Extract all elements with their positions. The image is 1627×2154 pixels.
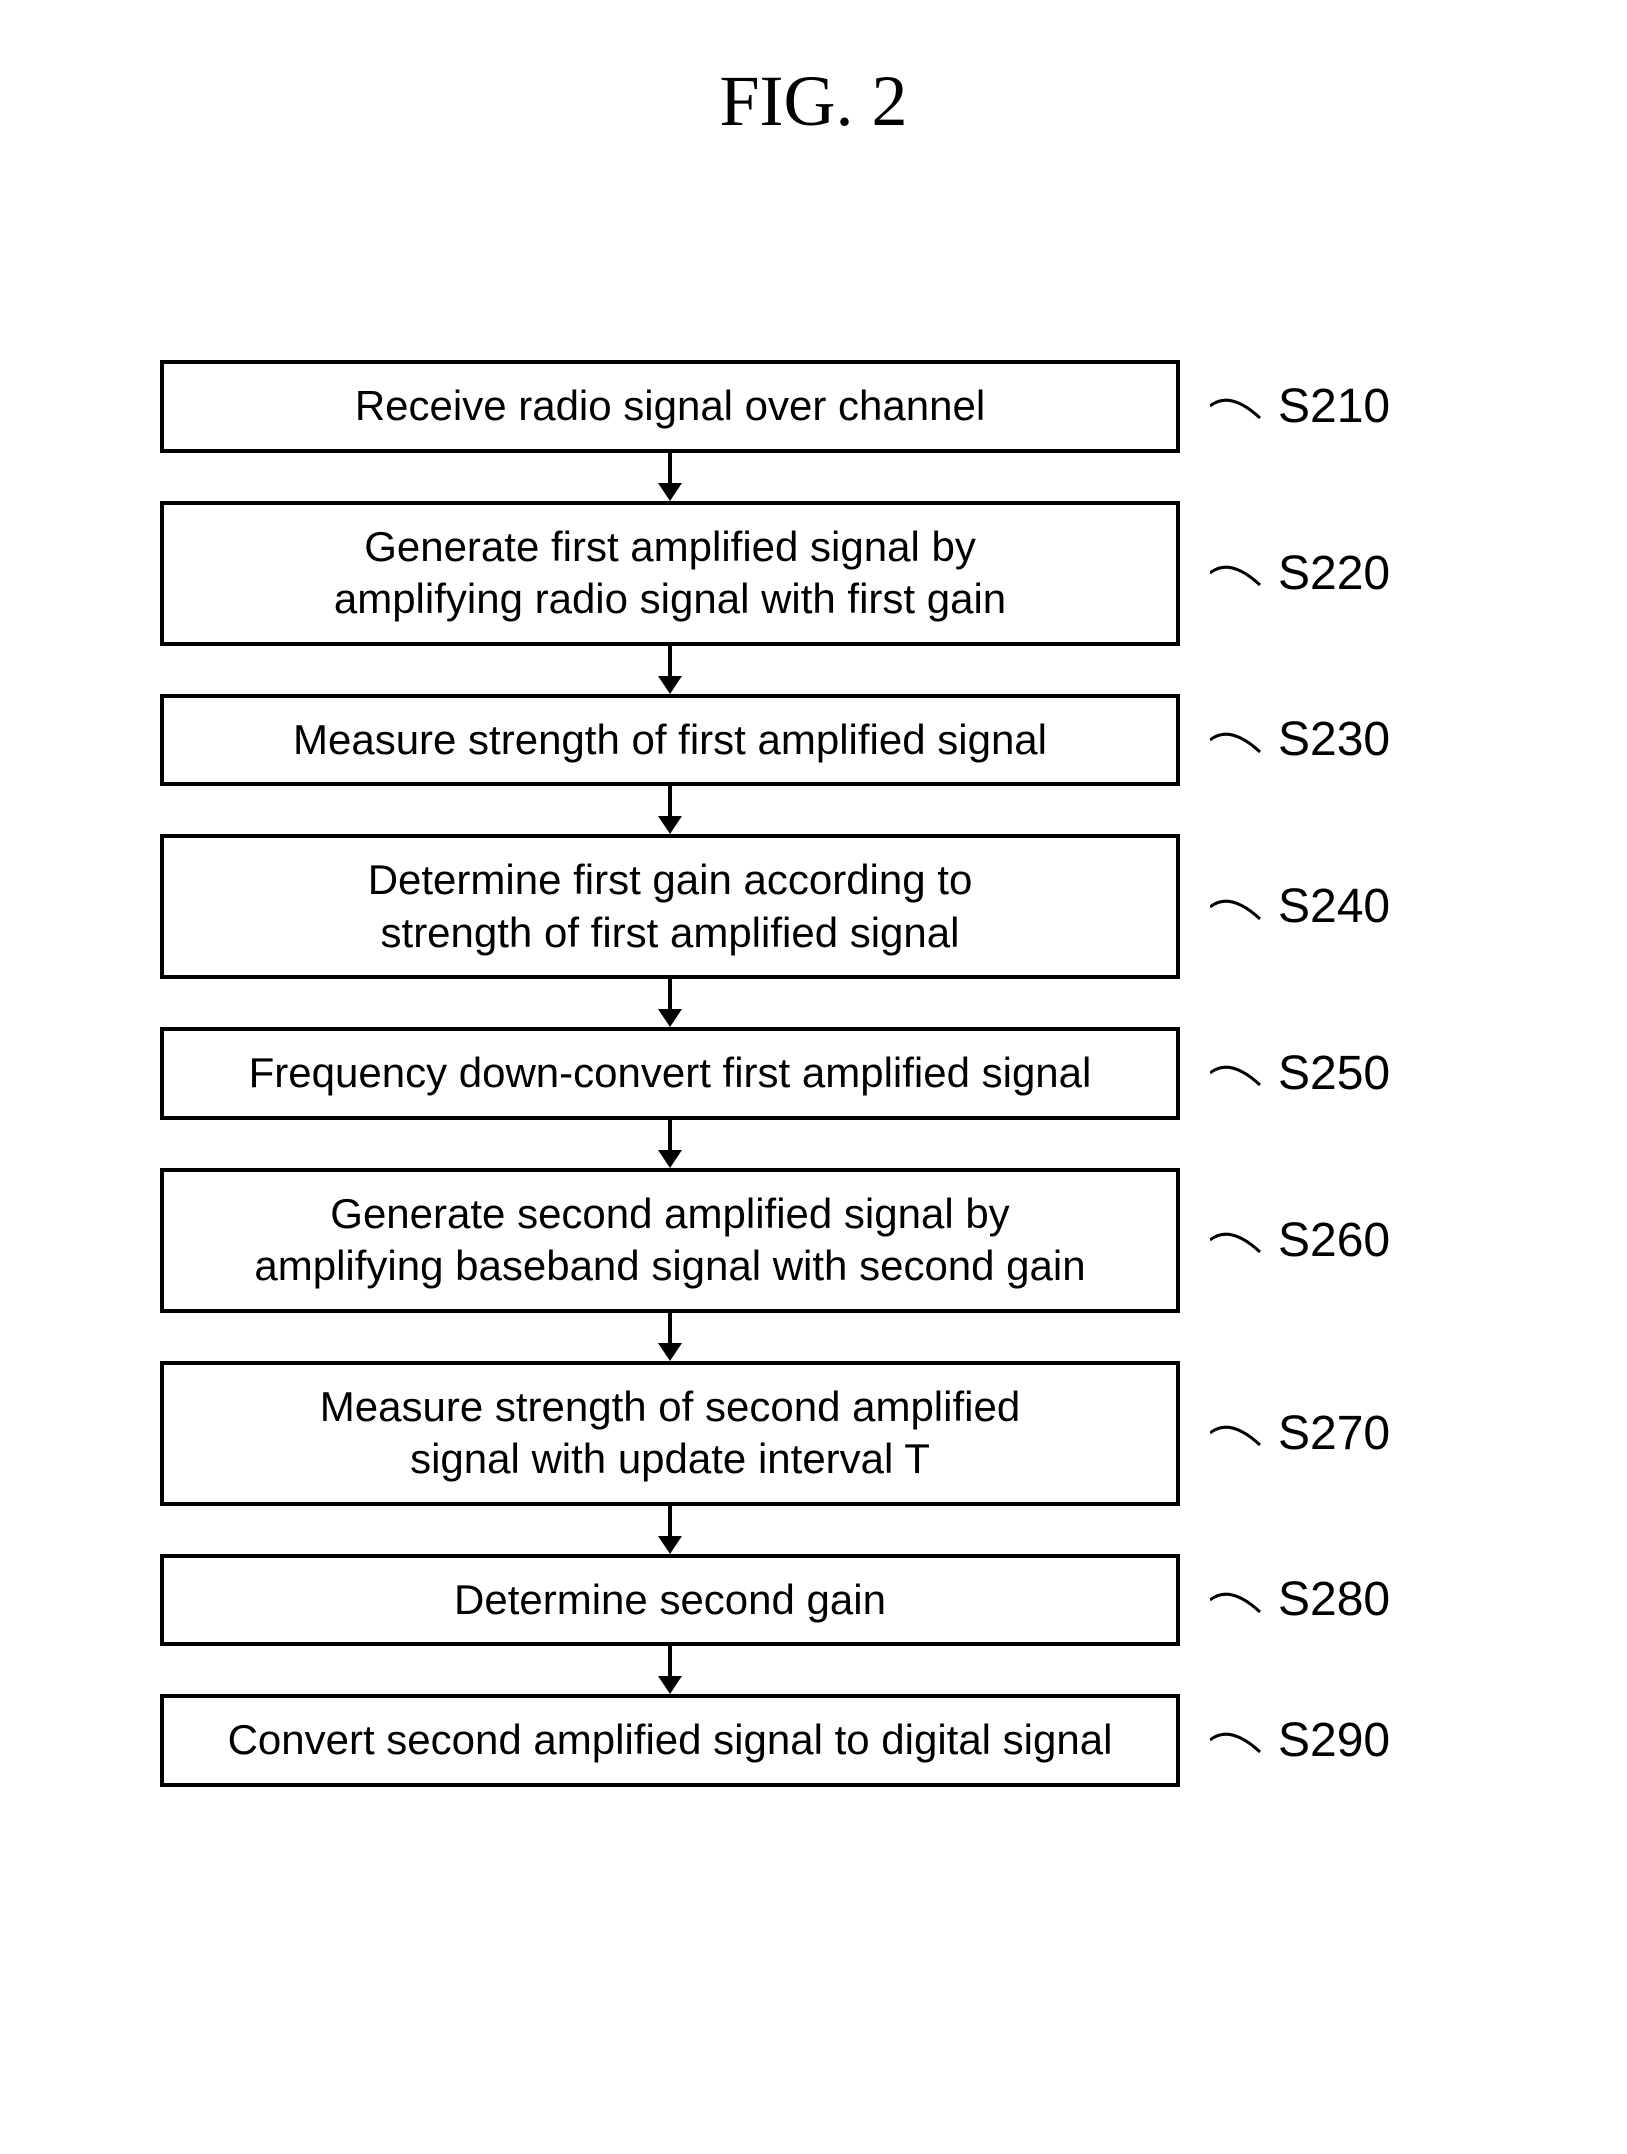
leader-curve-icon xyxy=(1210,1720,1270,1760)
flow-step-label-wrap: S210 xyxy=(1210,379,1390,434)
flow-step-text: Generate first amplified signal byamplif… xyxy=(334,521,1006,626)
flow-arrow xyxy=(160,1506,1180,1554)
flow-step-label-wrap: S250 xyxy=(1210,1046,1390,1101)
flow-step-s280: Determine second gain S280 xyxy=(160,1554,1460,1647)
flow-step-box: Frequency down-convert first amplified s… xyxy=(160,1027,1180,1120)
flow-step-box: Measure strength of first amplified sign… xyxy=(160,694,1180,787)
flow-step-s220: Generate first amplified signal byamplif… xyxy=(160,501,1460,646)
arrow-down-icon xyxy=(656,979,684,1027)
flow-step-text: Receive radio signal over channel xyxy=(355,380,985,433)
arrow-down-icon xyxy=(656,1646,684,1694)
flow-step-box: Determine first gain according tostrengt… xyxy=(160,834,1180,979)
leader-curve-icon xyxy=(1210,1053,1270,1093)
arrow-down-icon xyxy=(656,786,684,834)
flow-step-label: S210 xyxy=(1278,379,1390,434)
flow-step-label-wrap: S270 xyxy=(1210,1406,1390,1461)
flow-step-label-wrap: S260 xyxy=(1210,1213,1390,1268)
flow-step-text: Determine first gain according tostrengt… xyxy=(368,854,973,959)
arrow-down-icon xyxy=(656,1313,684,1361)
flow-arrow xyxy=(160,1646,1180,1694)
flow-step-text: Convert second amplified signal to digit… xyxy=(228,1714,1113,1767)
flow-arrow xyxy=(160,979,1180,1027)
leader-curve-icon xyxy=(1210,1413,1270,1453)
leader-curve-icon xyxy=(1210,1580,1270,1620)
flow-arrow xyxy=(160,786,1180,834)
leader-curve-icon xyxy=(1210,386,1270,426)
flow-step-label-wrap: S280 xyxy=(1210,1572,1390,1627)
flow-step-label: S290 xyxy=(1278,1713,1390,1768)
flow-step-box: Determine second gain xyxy=(160,1554,1180,1647)
flow-step-label: S230 xyxy=(1278,712,1390,767)
figure-title: FIG. 2 xyxy=(0,60,1627,143)
flow-arrow xyxy=(160,1120,1180,1168)
flow-step-label-wrap: S220 xyxy=(1210,546,1390,601)
flow-step-text: Measure strength of second amplifiedsign… xyxy=(320,1381,1020,1486)
leader-curve-icon xyxy=(1210,720,1270,760)
flow-step-box: Measure strength of second amplifiedsign… xyxy=(160,1361,1180,1506)
flow-step-s240: Determine first gain according tostrengt… xyxy=(160,834,1460,979)
flow-arrow xyxy=(160,453,1180,501)
flow-step-label-wrap: S290 xyxy=(1210,1713,1390,1768)
flow-step-label: S270 xyxy=(1278,1406,1390,1461)
leader-curve-icon xyxy=(1210,1220,1270,1260)
leader-curve-icon xyxy=(1210,887,1270,927)
flow-step-label: S220 xyxy=(1278,546,1390,601)
arrow-down-icon xyxy=(656,646,684,694)
flow-step-label-wrap: S230 xyxy=(1210,712,1390,767)
flow-step-text: Frequency down-convert first amplified s… xyxy=(249,1047,1092,1100)
flow-step-s270: Measure strength of second amplifiedsign… xyxy=(160,1361,1460,1506)
flow-step-s210: Receive radio signal over channel S210 xyxy=(160,360,1460,453)
flow-step-text: Measure strength of first amplified sign… xyxy=(293,714,1047,767)
flow-step-box: Generate first amplified signal byamplif… xyxy=(160,501,1180,646)
flow-step-label: S240 xyxy=(1278,879,1390,934)
flow-step-label-wrap: S240 xyxy=(1210,879,1390,934)
flowchart: Receive radio signal over channel S210 G… xyxy=(160,360,1460,1787)
flow-step-s290: Convert second amplified signal to digit… xyxy=(160,1694,1460,1787)
flow-step-text: Generate second amplified signal byampli… xyxy=(254,1188,1085,1293)
flow-arrow xyxy=(160,1313,1180,1361)
arrow-down-icon xyxy=(656,1120,684,1168)
flow-step-text: Determine second gain xyxy=(454,1574,886,1627)
flow-step-s250: Frequency down-convert first amplified s… xyxy=(160,1027,1460,1120)
flow-step-s230: Measure strength of first amplified sign… xyxy=(160,694,1460,787)
flow-step-label: S250 xyxy=(1278,1046,1390,1101)
leader-curve-icon xyxy=(1210,553,1270,593)
flow-step-box: Receive radio signal over channel xyxy=(160,360,1180,453)
flow-step-s260: Generate second amplified signal byampli… xyxy=(160,1168,1460,1313)
flow-step-box: Convert second amplified signal to digit… xyxy=(160,1694,1180,1787)
flow-arrow xyxy=(160,646,1180,694)
page: FIG. 2 Receive radio signal over channel… xyxy=(0,0,1627,2154)
flow-step-label: S260 xyxy=(1278,1213,1390,1268)
arrow-down-icon xyxy=(656,453,684,501)
flow-step-box: Generate second amplified signal byampli… xyxy=(160,1168,1180,1313)
flow-step-label: S280 xyxy=(1278,1572,1390,1627)
arrow-down-icon xyxy=(656,1506,684,1554)
